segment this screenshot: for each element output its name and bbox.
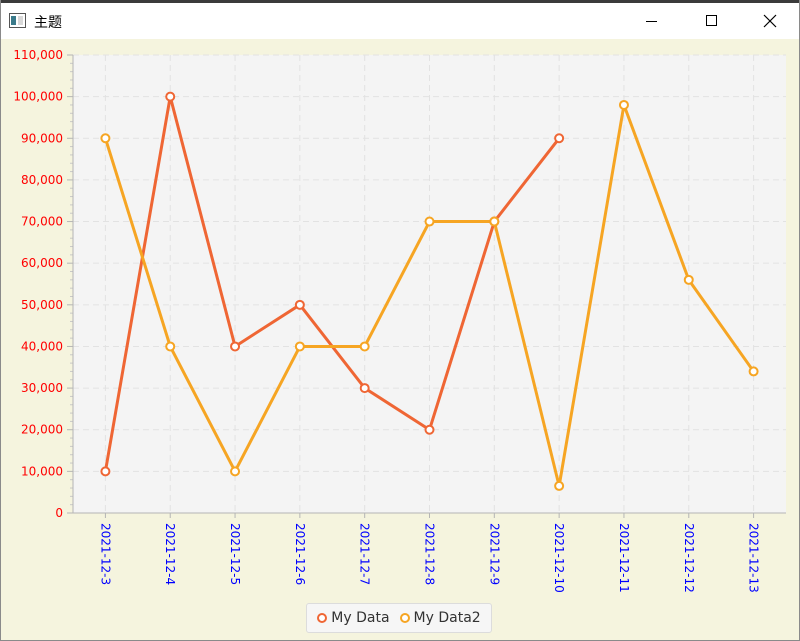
x-tick-label: 2021-12-8 [423,523,437,585]
series-2-point [230,466,241,477]
y-tick-label: 40,000 [21,339,63,353]
legend-label-series-1: My Data [331,610,390,626]
legend-marker-series-2 [399,613,410,623]
series-1-point [359,383,370,394]
series-2-point [100,133,111,144]
chart-legend: My Data My Data2 [306,603,492,633]
y-tick-label: 90,000 [21,131,63,145]
minimize-button[interactable] [623,3,681,39]
series-2-point [165,341,176,352]
y-tick-label: 60,000 [21,256,63,270]
x-tick-label: 2021-12-5 [228,523,242,585]
y-tick-label: 30,000 [21,381,63,395]
series-2-point [359,341,370,352]
series-1-point [424,424,435,435]
series-1-point [554,133,565,144]
series-1-point [294,299,305,310]
y-tick-label: 70,000 [21,215,63,229]
window-title: 主题 [34,15,62,31]
series-2-point [748,366,759,377]
legend-marker-series-1 [317,613,328,623]
minimize-icon [646,21,657,22]
x-tick-label: 2021-12-10 [552,523,566,593]
plot-area [73,55,786,513]
series-2-point [554,480,565,491]
y-tick-label: 50,000 [21,298,63,312]
y-tick-label: 20,000 [21,423,63,437]
y-tick-label: 110,000 [13,48,63,62]
series-1-point [100,466,111,477]
maximize-icon [706,15,717,26]
line-chart: 0 10,000 20,000 30,000 40,000 50,000 60,000 70,… [13,48,786,593]
series-1-point [165,91,176,102]
series-2-point [424,216,435,227]
series-2-point [618,99,629,110]
close-button[interactable] [741,3,799,39]
title-bar[interactable]: 主题 [1,3,799,39]
y-tick-label: 100,000 [13,90,63,104]
x-tick-label: 2021-12-4 [163,523,177,585]
app-icon [9,13,26,28]
y-tick-label: 10,000 [21,464,63,478]
legend-label-series-2: My Data2 [413,610,481,626]
window-top-border [1,0,799,3]
x-tick-label: 2021-12-9 [487,523,501,585]
series-2-point [294,341,305,352]
x-tick-label: 2021-12-6 [293,523,307,585]
x-tick-label: 2021-12-11 [617,523,631,593]
x-tick-label: 2021-12-7 [358,523,372,585]
maximize-button[interactable] [683,3,741,39]
series-1-point [230,341,241,352]
y-tick-label: 0 [55,506,63,520]
series-2-point [489,216,500,227]
close-icon [763,14,777,28]
x-tick-label: 2021-12-13 [747,523,761,593]
y-tick-label: 80,000 [21,173,63,187]
legend-item-series-1[interactable]: My Data [317,610,390,626]
series-2-point [683,274,694,285]
x-tick-label: 2021-12-12 [682,523,696,593]
legend-item-series-2[interactable]: My Data2 [399,610,481,626]
x-tick-label: 2021-12-3 [98,523,112,585]
